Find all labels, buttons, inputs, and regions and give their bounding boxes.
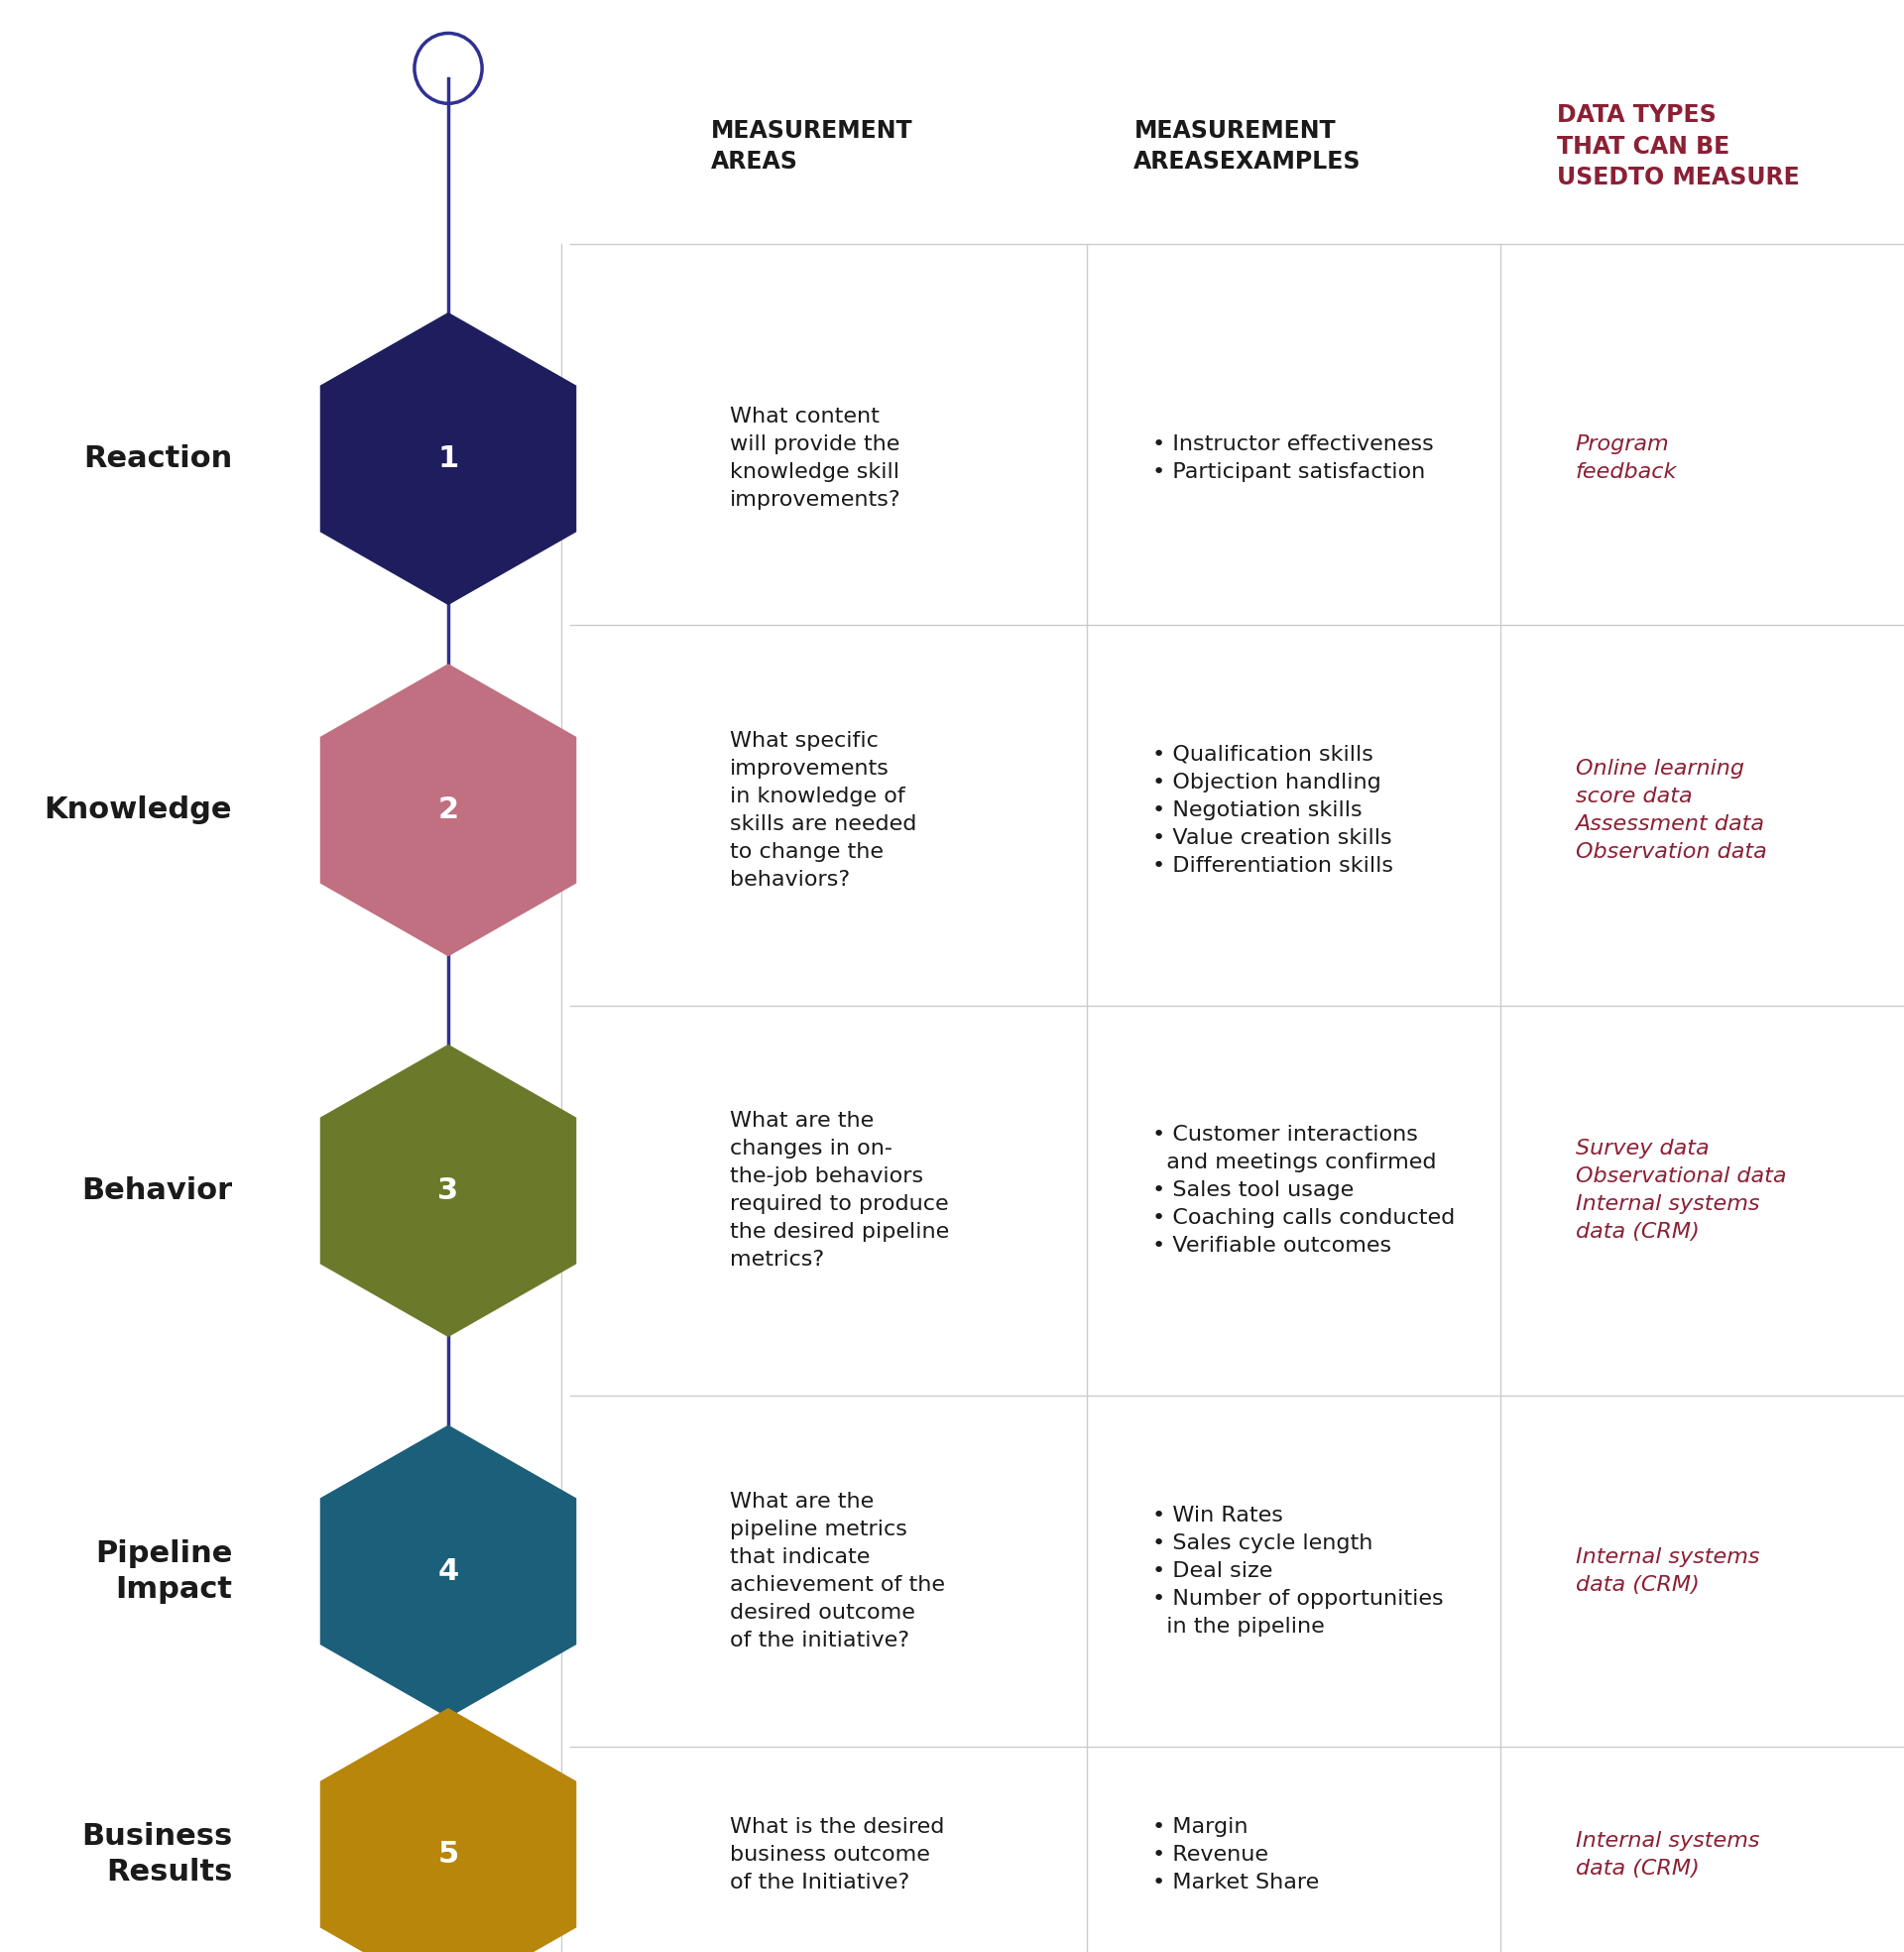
Text: 3: 3 bbox=[438, 1177, 459, 1204]
Text: • Win Rates
• Sales cycle length
• Deal size
• Number of opportunities
  in the : • Win Rates • Sales cycle length • Deal … bbox=[1152, 1505, 1443, 1638]
Text: • Instructor effectiveness
• Participant satisfaction: • Instructor effectiveness • Participant… bbox=[1152, 435, 1434, 482]
Text: DATA TYPES
THAT CAN BE
USEDTO MEASURE: DATA TYPES THAT CAN BE USEDTO MEASURE bbox=[1556, 103, 1799, 189]
Polygon shape bbox=[320, 664, 577, 956]
Text: 2: 2 bbox=[438, 796, 459, 824]
Text: What are the
changes in on-
the-job behaviors
required to produce
the desired pi: What are the changes in on- the-job beha… bbox=[729, 1111, 950, 1271]
Text: 1: 1 bbox=[438, 445, 459, 472]
Text: Knowledge: Knowledge bbox=[44, 796, 232, 824]
Text: Reaction: Reaction bbox=[84, 445, 232, 472]
Text: Behavior: Behavior bbox=[82, 1177, 232, 1204]
Text: What specific
improvements
in knowledge of
skills are needed
to change the
behav: What specific improvements in knowledge … bbox=[729, 730, 918, 890]
Text: Program
feedback: Program feedback bbox=[1575, 435, 1677, 482]
Text: Online learning
score data
Assessment data
Observation data: Online learning score data Assessment da… bbox=[1575, 759, 1767, 861]
Text: MEASUREMENT
AREAS: MEASUREMENT AREAS bbox=[712, 119, 914, 174]
Text: MEASUREMENT
AREASEXAMPLES: MEASUREMENT AREASEXAMPLES bbox=[1135, 119, 1361, 174]
Text: • Margin
• Revenue
• Market Share: • Margin • Revenue • Market Share bbox=[1152, 1817, 1319, 1891]
Polygon shape bbox=[320, 1425, 577, 1718]
Text: Pipeline
Impact: Pipeline Impact bbox=[95, 1540, 232, 1603]
Text: Business
Results: Business Results bbox=[82, 1823, 232, 1886]
Text: What is the desired
business outcome
of the Initiative?: What is the desired business outcome of … bbox=[729, 1817, 944, 1891]
Text: What content
will provide the
knowledge skill
improvements?: What content will provide the knowledge … bbox=[729, 408, 901, 509]
Polygon shape bbox=[320, 1708, 577, 1952]
Text: Internal systems
data (CRM): Internal systems data (CRM) bbox=[1575, 1548, 1759, 1595]
Text: • Customer interactions
  and meetings confirmed
• Sales tool usage
• Coaching c: • Customer interactions and meetings con… bbox=[1152, 1124, 1455, 1257]
Text: 5: 5 bbox=[438, 1841, 459, 1868]
Polygon shape bbox=[320, 1044, 577, 1337]
Text: Internal systems
data (CRM): Internal systems data (CRM) bbox=[1575, 1831, 1759, 1878]
Text: • Qualification skills
• Objection handling
• Negotiation skills
• Value creatio: • Qualification skills • Objection handl… bbox=[1152, 744, 1394, 876]
Text: What are the
pipeline metrics
that indicate
achievement of the
desired outcome
o: What are the pipeline metrics that indic… bbox=[729, 1491, 944, 1651]
Text: 4: 4 bbox=[438, 1558, 459, 1585]
Text: Survey data
Observational data
Internal systems
data (CRM): Survey data Observational data Internal … bbox=[1575, 1140, 1786, 1241]
Polygon shape bbox=[320, 312, 577, 605]
